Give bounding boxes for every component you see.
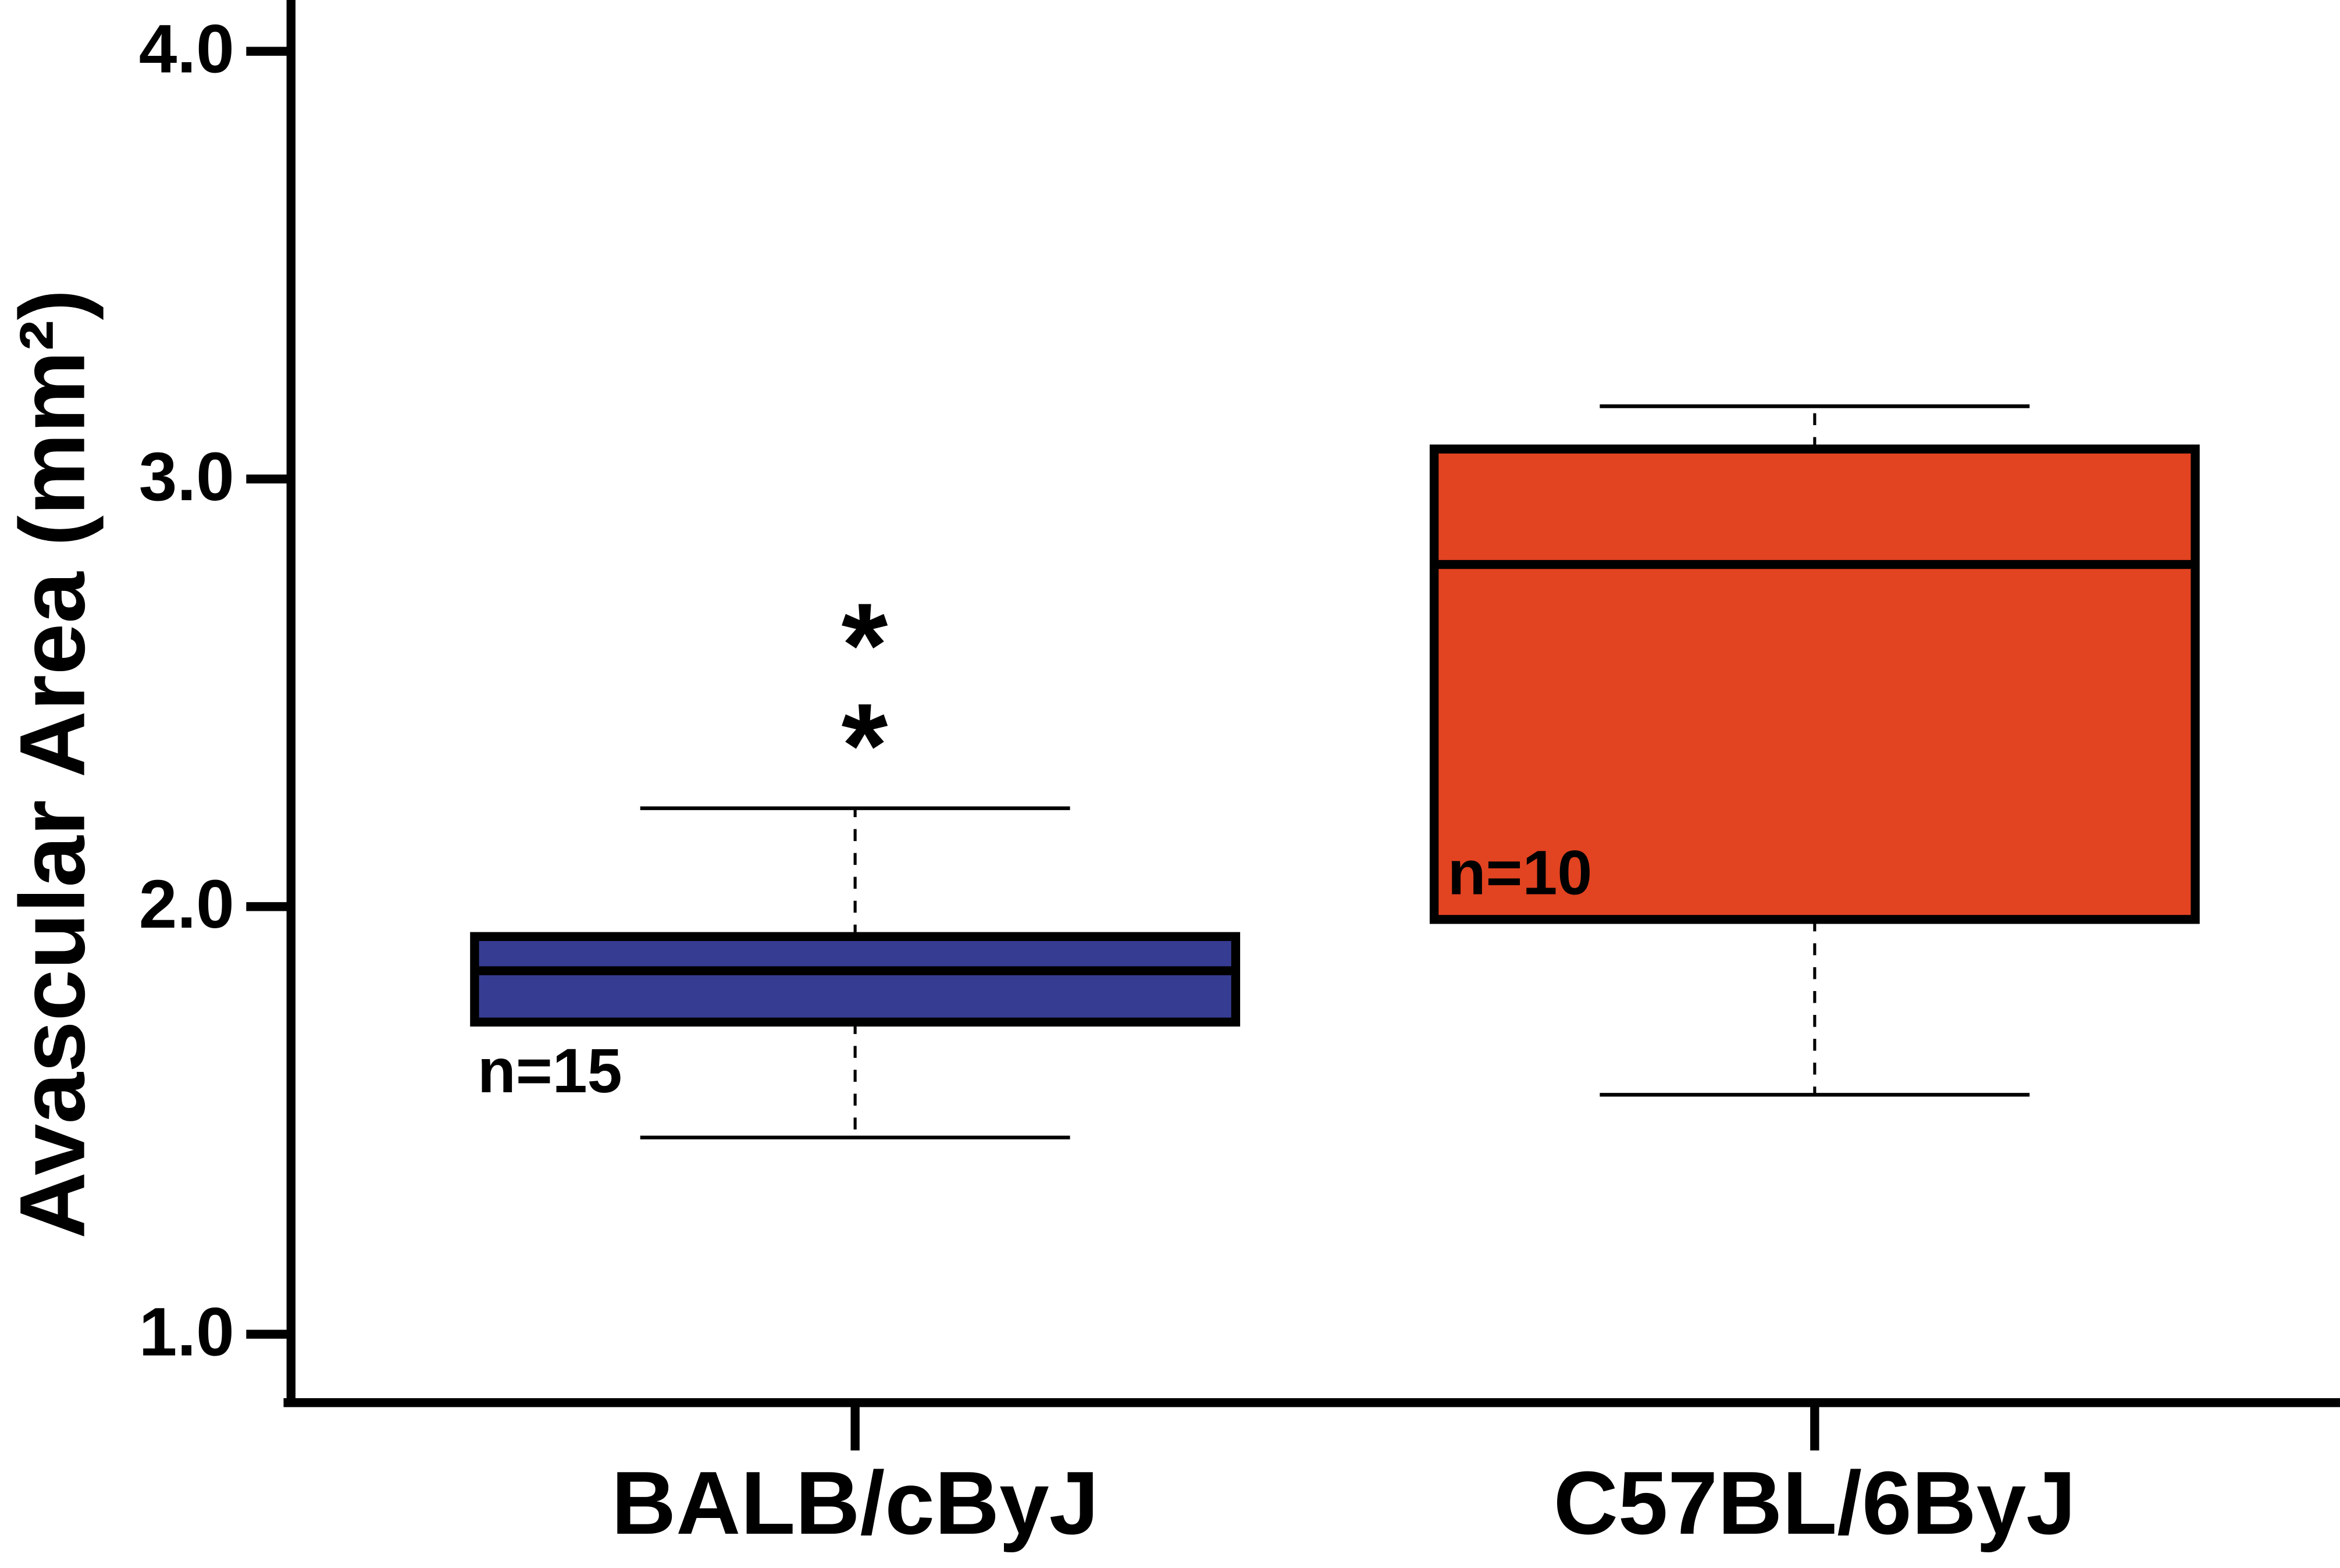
x-tick-label: C57BL/6ByJ xyxy=(1554,1453,2076,1553)
y-tick-label: 3.0 xyxy=(139,439,234,515)
n-label: n=10 xyxy=(1448,837,1593,907)
n-label: n=15 xyxy=(478,1035,622,1106)
y-tick-label: 4.0 xyxy=(139,11,234,88)
y-tick-label: 1.0 xyxy=(139,1293,234,1370)
x-tick-label: BALB/cByJ xyxy=(611,1453,1099,1553)
y-tick-label: 2.0 xyxy=(139,866,234,943)
box xyxy=(1429,444,2200,924)
box xyxy=(470,932,1241,1027)
significance-annotation: ** xyxy=(798,579,931,779)
y-axis-label: Avascular Area (mm²) xyxy=(1,289,104,1239)
